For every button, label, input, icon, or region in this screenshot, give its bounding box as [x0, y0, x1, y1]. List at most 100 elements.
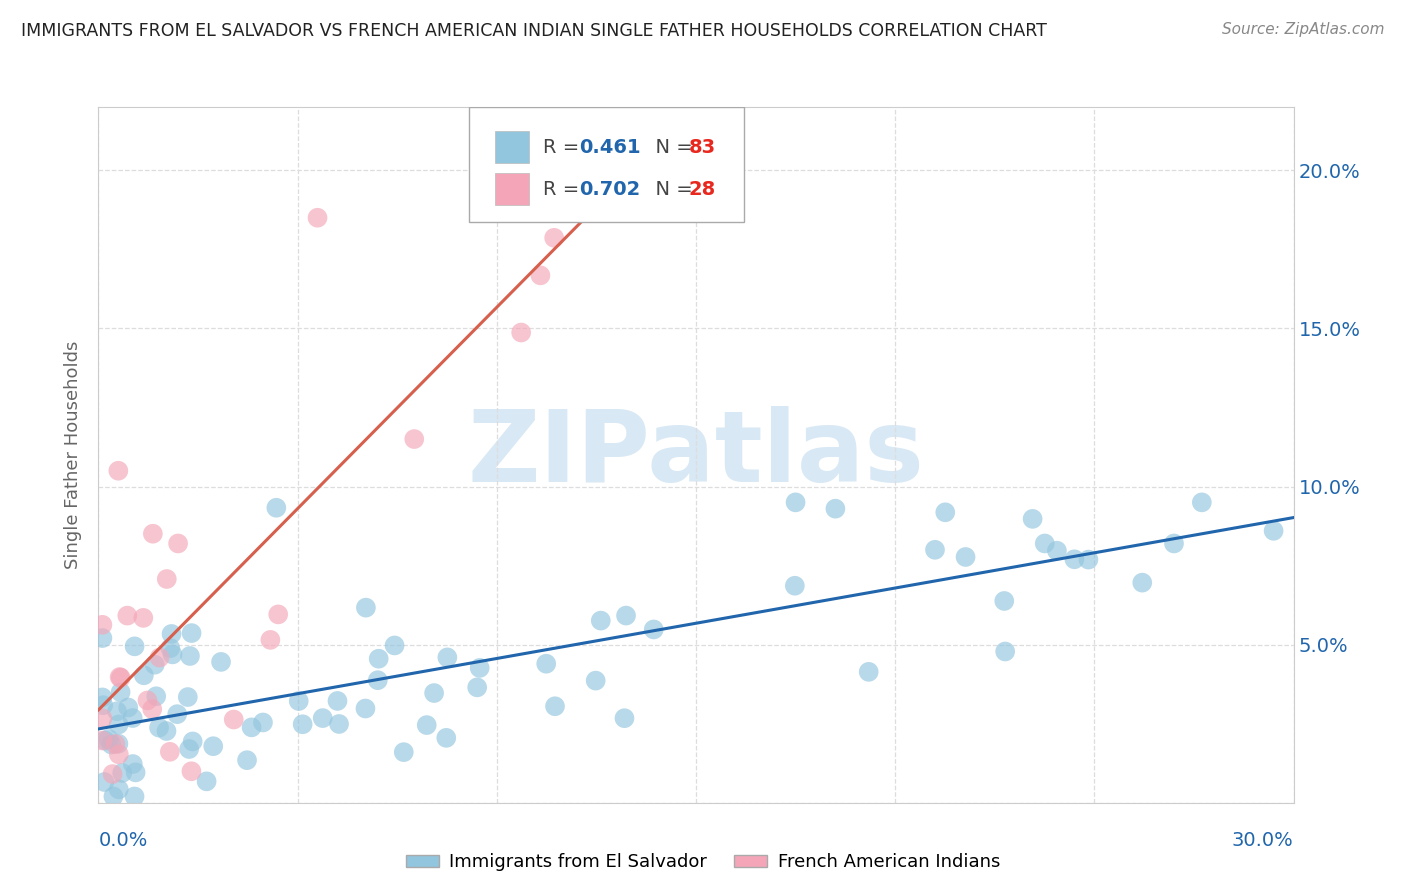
Point — [148, 721, 170, 735]
Point — [132, 668, 155, 682]
Text: 83: 83 — [689, 138, 716, 157]
Point — [510, 326, 533, 340]
Point — [142, 526, 165, 541]
Point — [354, 600, 377, 615]
Point — [354, 701, 377, 715]
Point — [934, 505, 956, 519]
Point — [108, 747, 131, 762]
Point — [287, 694, 309, 708]
Point — [180, 764, 202, 779]
Point — [312, 711, 335, 725]
Point — [614, 608, 637, 623]
Point — [143, 657, 166, 672]
Point — [1046, 543, 1069, 558]
Point — [166, 707, 188, 722]
Point — [326, 694, 349, 708]
Text: IMMIGRANTS FROM EL SALVADOR VS FRENCH AMERICAN INDIAN SINGLE FATHER HOUSEHOLDS C: IMMIGRANTS FROM EL SALVADOR VS FRENCH AM… — [21, 22, 1047, 40]
Point — [1063, 552, 1085, 566]
Point — [613, 711, 636, 725]
Point — [107, 717, 129, 731]
Text: 0.702: 0.702 — [579, 179, 640, 199]
Point — [423, 686, 446, 700]
Point — [110, 671, 132, 685]
Point — [858, 665, 880, 679]
Point — [180, 626, 202, 640]
Legend: Immigrants from El Salvador, French American Indians: Immigrants from El Salvador, French Amer… — [399, 847, 1007, 879]
Point — [266, 500, 288, 515]
Point — [544, 699, 567, 714]
Point — [1130, 575, 1153, 590]
Point — [111, 766, 134, 780]
Point — [589, 614, 612, 628]
Point — [543, 231, 565, 245]
Text: 30.0%: 30.0% — [1232, 830, 1294, 850]
Point — [252, 715, 274, 730]
Point — [155, 724, 177, 739]
Point — [136, 693, 159, 707]
Point — [108, 670, 131, 684]
Point — [824, 501, 846, 516]
Point — [384, 639, 406, 653]
Point — [955, 549, 977, 564]
Point — [643, 623, 665, 637]
Point — [436, 650, 458, 665]
Text: Source: ZipAtlas.com: Source: ZipAtlas.com — [1222, 22, 1385, 37]
Point — [259, 632, 281, 647]
Point — [160, 627, 183, 641]
Point — [91, 631, 114, 645]
Point — [367, 651, 389, 665]
Point — [149, 650, 172, 665]
Point — [91, 733, 114, 747]
Point — [110, 685, 132, 699]
Point — [107, 737, 129, 751]
Text: N =: N = — [644, 179, 699, 199]
Point — [534, 657, 557, 671]
FancyBboxPatch shape — [470, 107, 744, 222]
Point — [1263, 524, 1285, 538]
Point — [104, 737, 127, 751]
Point — [1033, 536, 1056, 550]
Point — [209, 655, 232, 669]
Point — [167, 536, 190, 550]
Point — [145, 690, 167, 704]
Bar — [495, 173, 529, 205]
Point — [179, 742, 201, 756]
Point — [783, 579, 806, 593]
Point — [924, 542, 946, 557]
Point — [291, 717, 314, 731]
Point — [240, 720, 263, 734]
Point — [105, 704, 128, 718]
Point — [91, 711, 114, 725]
Point — [159, 641, 181, 656]
Point — [107, 464, 129, 478]
Point — [236, 753, 259, 767]
Text: R =: R = — [543, 179, 585, 199]
Point — [121, 711, 143, 725]
Point — [177, 690, 200, 704]
Point — [91, 698, 114, 713]
Point — [994, 644, 1017, 658]
Point — [202, 739, 225, 754]
Point — [159, 745, 181, 759]
Point — [124, 640, 146, 654]
Point — [117, 608, 139, 623]
Point — [392, 745, 415, 759]
Point — [993, 594, 1015, 608]
Point — [307, 211, 329, 225]
Bar — [495, 131, 529, 163]
Point — [107, 782, 129, 797]
Point — [416, 718, 439, 732]
Point — [162, 648, 184, 662]
Point — [222, 713, 245, 727]
Point — [91, 690, 114, 705]
Point — [179, 648, 201, 663]
Text: ZIPatlas: ZIPatlas — [468, 407, 924, 503]
Point — [124, 789, 146, 804]
Point — [785, 495, 807, 509]
Point — [404, 432, 426, 446]
Point — [195, 774, 218, 789]
Point — [328, 717, 350, 731]
Point — [468, 661, 491, 675]
Point — [434, 731, 457, 745]
Point — [156, 572, 179, 586]
